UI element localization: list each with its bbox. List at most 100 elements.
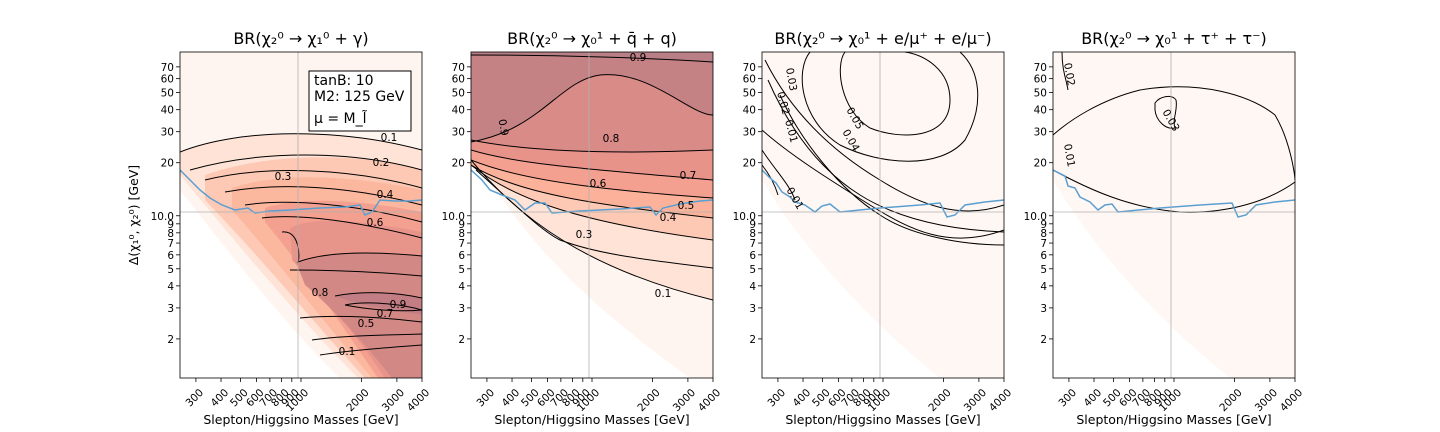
legend-mu: μ = M_l̃ bbox=[314, 110, 367, 127]
y-tick-label: 30 bbox=[452, 127, 465, 139]
x-tick-label: 4000 bbox=[987, 387, 1014, 414]
x-tick-label: 300 bbox=[1056, 387, 1079, 410]
x-tick-label: 400 bbox=[209, 387, 232, 410]
y-tick-label: 30 bbox=[1034, 127, 1047, 139]
x-tick-label: 3000 bbox=[962, 387, 989, 414]
y-tick-label: 5 bbox=[458, 264, 465, 276]
panel-2: BR(χ₂⁰ → χ₀¹ + q̄ + q) Slepton/Higgsino … bbox=[442, 29, 724, 427]
y-tick-label: 6 bbox=[749, 250, 756, 262]
contour-fill-level-6 bbox=[296, 252, 422, 378]
x-tick-label: 1000 bbox=[284, 387, 311, 414]
y-tick-label: 10.0 bbox=[151, 211, 174, 223]
boundary-line bbox=[180, 169, 422, 216]
y-tick-label: 3 bbox=[1040, 303, 1047, 315]
y-tick-label: 5 bbox=[1040, 264, 1047, 276]
panel-2-title: BR(χ₂⁰ → χ₀¹ + q̄ + q) bbox=[507, 29, 677, 48]
contour-fill-level-7 bbox=[335, 292, 422, 315]
panel-3-x-label: Slepton/Higgsino Masses [GeV] bbox=[785, 412, 980, 427]
y-tick-label: 8 bbox=[167, 228, 174, 240]
panel-2-x-label: Slepton/Higgsino Masses [GeV] bbox=[494, 412, 689, 427]
y-tick-label: 3 bbox=[167, 303, 174, 315]
x-tick-label: 4000 bbox=[405, 387, 432, 414]
contour-label: 0.1 bbox=[381, 132, 398, 144]
contour-fill-level-0 bbox=[1053, 52, 1295, 378]
y-tick-label: 50 bbox=[1034, 88, 1047, 100]
contour-label: 0.01 bbox=[1061, 143, 1077, 168]
contour-lines bbox=[180, 133, 422, 356]
y-tick-label: 2 bbox=[1040, 334, 1047, 346]
y-tick-label: 10.0 bbox=[733, 211, 756, 223]
y-tick-label: 7 bbox=[749, 238, 756, 250]
panel-4: BR(χ₂⁰ → χ₀¹ + τ⁺ + τ⁻) Slepton/Higgsino… bbox=[1024, 29, 1306, 427]
x-tick-label: 300 bbox=[183, 387, 206, 410]
parameter-legend: tanB: 10 M2: 125 GeV μ = M_l̃ bbox=[308, 70, 412, 132]
y-tick-label: 30 bbox=[743, 127, 756, 139]
legend-m2: M2: 125 GeV bbox=[314, 89, 405, 105]
y-tick-label: 70 bbox=[1034, 62, 1047, 74]
panel-1-title: BR(χ₂⁰ → χ₁⁰ + γ) bbox=[233, 29, 368, 48]
y-tick-label: 40 bbox=[1034, 105, 1047, 117]
panel-2-contour-labels: 0.9 0.9 0.8 0.7 0.6 0.5 0.4 0.3 0.1 bbox=[496, 52, 697, 300]
y-tick-label: 70 bbox=[161, 62, 174, 74]
contour-label: 0.2 bbox=[373, 157, 390, 169]
x-tick-label: 1000 bbox=[575, 387, 602, 414]
y-tick-label: 10.0 bbox=[442, 211, 465, 223]
x-tick-label: 300 bbox=[474, 387, 497, 410]
contour-fill-level-7 bbox=[471, 52, 713, 142]
x-tick-label: 3000 bbox=[1253, 387, 1280, 414]
y-tick-label: 9 bbox=[167, 219, 174, 231]
contour-label: 0.5 bbox=[358, 318, 375, 330]
panel-3-title: BR(χ₂⁰ → χ₀¹ + e/μ⁺ + e/μ⁻) bbox=[774, 29, 991, 48]
contour-label: 0.9 bbox=[630, 52, 647, 64]
panel-4-plot-area bbox=[1053, 52, 1295, 378]
boundary-line bbox=[471, 169, 713, 217]
contour-label: 0.1 bbox=[339, 346, 356, 358]
y-tick-label: 7 bbox=[458, 238, 465, 250]
x-tick-label: 2000 bbox=[344, 387, 371, 414]
y-tick-label: 3 bbox=[749, 303, 756, 315]
y-tick-label: 7 bbox=[1040, 238, 1047, 250]
y-tick-label: 9 bbox=[1040, 219, 1047, 231]
x-tick-label: 2000 bbox=[1217, 387, 1244, 414]
y-tick-label: 20 bbox=[161, 158, 174, 170]
contour-label: 0.8 bbox=[312, 287, 329, 299]
x-tick-label: 1000 bbox=[1157, 387, 1184, 414]
y-tick-label: 10.0 bbox=[1024, 211, 1047, 223]
y-tick-label: 60 bbox=[743, 74, 756, 86]
y-tick-label: 3 bbox=[458, 303, 465, 315]
contour-label: 0.4 bbox=[660, 212, 677, 224]
boundary-line bbox=[762, 169, 1004, 218]
x-tick-label: 400 bbox=[1082, 387, 1105, 410]
y-tick-label: 8 bbox=[458, 228, 465, 240]
x-tick-label: 1000 bbox=[866, 387, 893, 414]
contour-label: 0.02 bbox=[774, 90, 792, 116]
y-tick-label: 7 bbox=[167, 238, 174, 250]
contour-fill-level-0 bbox=[762, 52, 1004, 378]
contour-label: 0.1 bbox=[655, 288, 672, 300]
y-tick-label: 50 bbox=[452, 88, 465, 100]
contour-label: 0.7 bbox=[377, 308, 394, 320]
y-tick-label: 5 bbox=[749, 264, 756, 276]
y-tick-label: 6 bbox=[1040, 250, 1047, 262]
y-tick-label: 2 bbox=[749, 334, 756, 346]
y-tick-label: 50 bbox=[743, 88, 756, 100]
x-tick-label: 300 bbox=[765, 387, 788, 410]
contour-label: 0.8 bbox=[603, 133, 620, 145]
y-tick-label: 40 bbox=[743, 105, 756, 117]
x-tick-label: 3000 bbox=[671, 387, 698, 414]
contour-label: 0.03 bbox=[783, 67, 799, 92]
panel-4-x-label: Slepton/Higgsino Masses [GeV] bbox=[1076, 412, 1271, 427]
contour-label: 0.3 bbox=[275, 171, 292, 183]
legend-tanb: tanB: 10 bbox=[314, 73, 374, 89]
y-tick-label: 2 bbox=[458, 334, 465, 346]
y-tick-label: 8 bbox=[1040, 228, 1047, 240]
y-tick-label: 30 bbox=[161, 127, 174, 139]
y-tick-label: 20 bbox=[1034, 158, 1047, 170]
y-tick-label: 6 bbox=[167, 250, 174, 262]
contour-fill-level-8 bbox=[471, 52, 713, 62]
x-tick-label: 4000 bbox=[696, 387, 723, 414]
